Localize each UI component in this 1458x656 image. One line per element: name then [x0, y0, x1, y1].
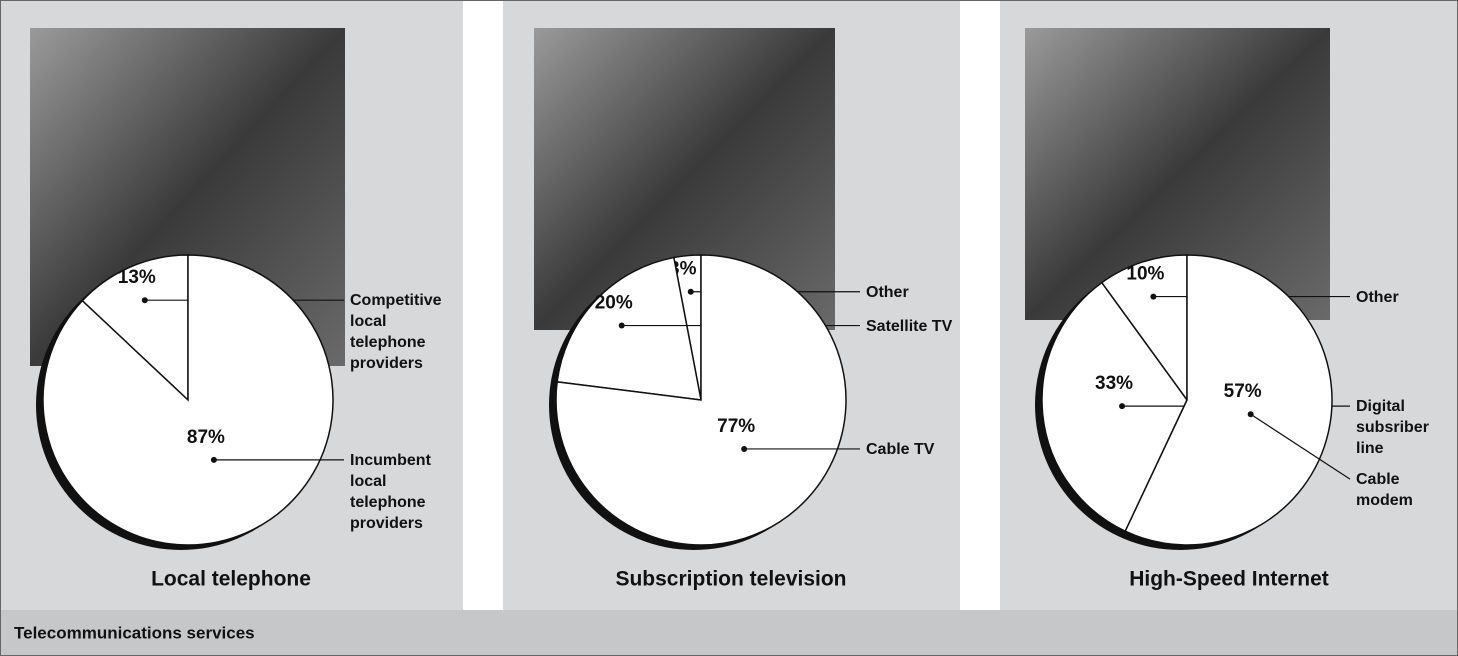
category-label: Cable modem — [1356, 471, 1413, 510]
pie-slice — [556, 256, 702, 401]
pie-slice — [1124, 254, 1333, 546]
category-label: Digital subsriber line — [1356, 398, 1429, 458]
category-label: Satellite TV — [866, 317, 953, 335]
value-label: 10% — [1126, 264, 1164, 285]
pie-title: Local telephone — [151, 568, 311, 591]
category-label: Incumbent local telephone providers — [350, 451, 431, 532]
category-label: Other — [866, 283, 909, 301]
pie-slice — [42, 254, 334, 546]
leader-dot — [210, 456, 217, 463]
category-label: Competitive local telephone providers — [350, 292, 442, 373]
pie-slice — [1100, 254, 1188, 403]
value-label: 20% — [595, 293, 633, 314]
value-label: 87% — [187, 427, 225, 448]
leader-dot — [687, 288, 694, 295]
category-label: Cable TV — [866, 440, 935, 458]
leader-dot — [1247, 411, 1254, 418]
pie-slice — [555, 254, 847, 546]
pie-slice — [81, 254, 189, 402]
pie-title: High-Speed Internet — [1129, 568, 1329, 591]
leader-dot — [1119, 403, 1126, 410]
footer-bar — [0, 610, 1458, 656]
value-label: 57% — [1224, 381, 1262, 402]
leader-dot — [618, 322, 625, 329]
footer-title: Telecommunications services — [14, 623, 255, 642]
value-label: 13% — [118, 267, 156, 288]
value-label: 77% — [717, 416, 755, 437]
pie-slice — [1041, 281, 1188, 533]
leader-dot — [141, 297, 148, 304]
leader-dot — [741, 445, 748, 452]
value-label: 33% — [1095, 373, 1133, 394]
leader-dot — [1150, 293, 1157, 300]
pie-title: Subscription television — [615, 568, 846, 591]
leader-line — [1250, 413, 1351, 480]
category-label: Other — [1356, 288, 1399, 306]
